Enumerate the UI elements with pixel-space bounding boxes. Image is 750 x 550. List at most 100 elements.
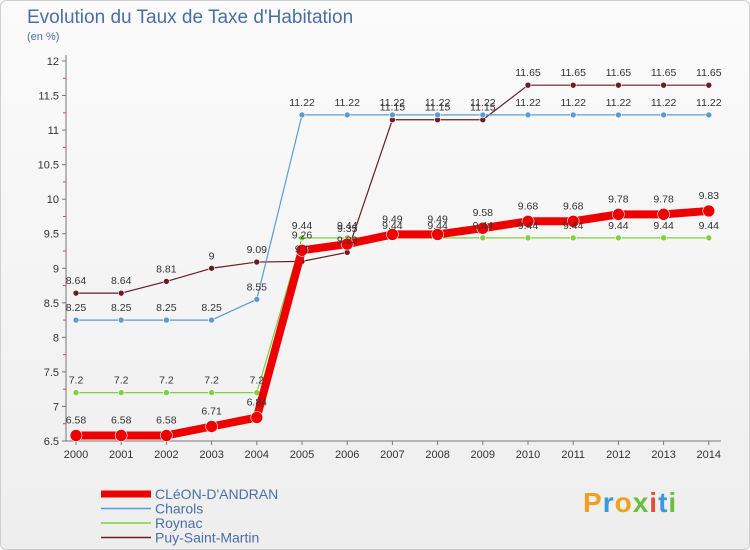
series-1-point (72, 289, 80, 297)
series-3-data-label: 9.44 (563, 220, 584, 232)
series-4-point (250, 411, 264, 424)
series-2-point (253, 296, 261, 303)
y-tick-label: 7.5 (44, 367, 59, 379)
y-tick-label: 9 (53, 263, 59, 275)
series-4-point (612, 208, 625, 221)
series-3-data-label: 9.44 (473, 220, 494, 232)
series-3-data-label: 9.44 (608, 220, 629, 232)
series-3-data-label: 7.2 (114, 375, 129, 387)
y-tick-label: 9.5 (44, 229, 59, 241)
logo-letter: i (668, 487, 678, 518)
series-4-point (386, 228, 399, 241)
series-1-data-label: 11.65 (515, 67, 541, 79)
series-2-data-label: 11.22 (606, 97, 632, 109)
series-1-data-label: 8.81 (156, 263, 177, 275)
series-1-data-label: 11.15 (380, 102, 406, 114)
series-2-data-label: 11.22 (651, 97, 677, 109)
series-2-point (569, 111, 577, 119)
series-3-point (524, 234, 532, 242)
series-2-data-label: 11.22 (560, 97, 586, 109)
series-3-data-label: 9.44 (292, 220, 313, 232)
series-4-point (521, 214, 535, 228)
x-tick-label: 2006 (335, 449, 359, 461)
series-1-data-label: 9.23 (337, 234, 358, 246)
x-tick-label: 2013 (651, 449, 675, 461)
series-2-data-label: 11.22 (470, 97, 496, 109)
series-1-point (569, 81, 577, 89)
y-tick-label: 10.5 (38, 160, 59, 172)
series-4-data-label: 6.58 (66, 414, 87, 426)
series-4-point (657, 208, 670, 221)
series-3-point (615, 234, 622, 242)
series-4-point (160, 429, 173, 442)
series-3-point (72, 389, 80, 396)
series-4-point (566, 214, 580, 228)
series-4-point (69, 429, 83, 442)
x-tick-label: 2012 (606, 449, 630, 461)
y-tick-label: 8 (53, 332, 59, 344)
x-tick-label: 2009 (471, 449, 495, 461)
series-4-data-label: 9.78 (653, 193, 674, 205)
series-4-point (295, 244, 309, 257)
series-3-point (705, 234, 713, 242)
series-3-point (479, 234, 487, 242)
chart-title: Evolution du Taux de Taxe d'Habitation (27, 7, 354, 28)
series-1-point (524, 81, 532, 89)
x-tick-label: 2004 (245, 449, 269, 461)
x-tick-label: 2001 (109, 449, 133, 461)
series-2-point (72, 316, 80, 324)
series-2-data-label: 11.22 (515, 97, 541, 109)
x-tick-label: 2008 (425, 449, 449, 461)
series-1-data-label: 9 (209, 250, 215, 262)
series-1-point (117, 289, 125, 297)
series-4-data-label: 9.68 (563, 200, 584, 212)
series-3-line (75, 237, 710, 394)
series-4-point (340, 237, 354, 251)
x-tick-label: 2002 (154, 449, 178, 461)
legend-label: Roynac (155, 515, 202, 531)
y-tick-label: 6.5 (44, 436, 59, 448)
series-1-point (705, 81, 713, 89)
series-4-data-label: 9.49 (382, 213, 403, 225)
series-1-point (615, 81, 622, 89)
series-3-data-label: 9.44 (427, 220, 448, 232)
series-2-point (479, 111, 487, 119)
series-3-data-label: 7.2 (159, 375, 174, 387)
series-4-data-label: 9.58 (473, 207, 494, 219)
series-4-data-label: 6.84 (247, 397, 268, 409)
series-4-data-label: 9.26 (292, 229, 313, 241)
proxiti-logo: Proxiti (583, 487, 677, 519)
series-2-point (389, 111, 396, 119)
series-4-data-label: 6.58 (156, 414, 177, 426)
series-3-point (569, 234, 577, 242)
series-1-point (208, 264, 215, 272)
logo-letter: P (583, 487, 603, 518)
series-1-point (253, 258, 261, 266)
logo-letter: x (632, 487, 650, 518)
logo-letter: o (614, 487, 633, 518)
x-tick-label: 2000 (64, 449, 88, 461)
y-tick-label: 10 (47, 194, 59, 206)
series-2-point (298, 111, 306, 119)
series-1-data-label: 11.15 (425, 102, 451, 114)
series-4-point (702, 204, 716, 218)
series-4-data-label: 9.78 (608, 193, 629, 205)
series-2-point (163, 316, 170, 324)
x-tick-label: 2005 (290, 449, 314, 461)
series-2-point (117, 316, 125, 324)
series-2-point (524, 111, 532, 119)
series-2-point (615, 111, 622, 119)
series-2-point (705, 111, 713, 119)
series-3-point (117, 389, 125, 396)
x-tick-label: 2003 (199, 449, 223, 461)
series-1-data-label: 9.09 (247, 244, 268, 256)
y-tick-label: 11 (48, 125, 59, 137)
series-1-data-label: 11.65 (651, 67, 677, 79)
series-2-data-label: 11.22 (425, 97, 451, 109)
legend-label: Charols (155, 501, 203, 517)
series-3-point (660, 234, 667, 242)
series-2-point (434, 111, 441, 119)
y-tick-label: 11.5 (38, 91, 59, 103)
series-3-data-label: 9.44 (699, 220, 720, 232)
